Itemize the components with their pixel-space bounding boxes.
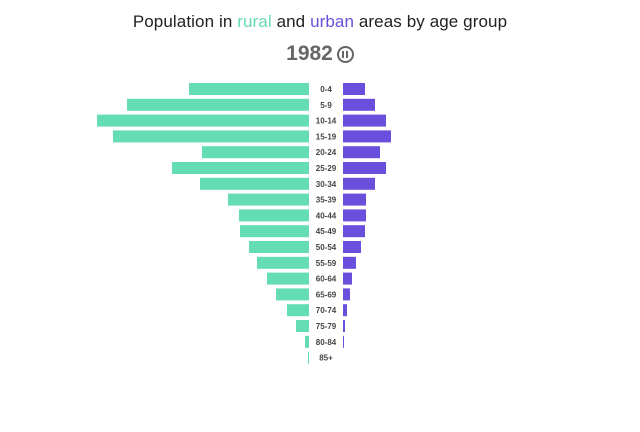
age-label-30-34: 30-34 <box>316 180 337 189</box>
age-label-15-19: 15-19 <box>316 132 337 141</box>
pause-icon <box>342 51 345 58</box>
rural-bar-40-44 <box>239 209 309 222</box>
urban-bar-45-49 <box>343 225 365 238</box>
rural-bar-55-59 <box>257 256 309 269</box>
age-label-5-9: 5-9 <box>320 101 332 110</box>
age-label-55-59: 55-59 <box>316 259 337 268</box>
rural-bar-35-39 <box>228 193 309 206</box>
urban-bar-40-44 <box>343 209 366 222</box>
urban-bar-60-64 <box>343 272 352 285</box>
rural-bar-85+ <box>308 351 309 364</box>
age-label-70-74: 70-74 <box>316 306 337 315</box>
urban-bar-80-84 <box>343 335 344 348</box>
rural-bar-0-4 <box>189 83 309 95</box>
age-label-10-14: 10-14 <box>316 117 337 126</box>
age-label-50-54: 50-54 <box>316 243 337 252</box>
age-label-0-4: 0-4 <box>320 85 332 94</box>
urban-bar-75-79 <box>343 320 345 332</box>
title-rural-legend: rural <box>237 12 272 31</box>
urban-bar-65-69 <box>343 288 350 301</box>
year-label: 1982 <box>286 42 333 65</box>
age-label-80-84: 80-84 <box>316 338 337 347</box>
age-label-45-49: 45-49 <box>316 227 337 236</box>
urban-bar-25-29 <box>343 162 386 174</box>
urban-bar-20-24 <box>343 146 380 159</box>
pause-button[interactable] <box>336 46 354 63</box>
age-label-40-44: 40-44 <box>316 211 337 220</box>
rural-bar-65-69 <box>276 288 309 301</box>
urban-bar-10-14 <box>343 114 386 127</box>
urban-bar-5-9 <box>343 98 375 111</box>
urban-bar-0-4 <box>343 83 365 95</box>
age-label-75-79: 75-79 <box>316 322 337 331</box>
rural-bar-10-14 <box>97 114 309 127</box>
pause-icon-bar <box>346 51 349 58</box>
rural-bar-75-79 <box>296 320 309 332</box>
rural-bar-20-24 <box>202 146 309 159</box>
rural-bar-50-54 <box>249 241 309 253</box>
urban-bar-70-74 <box>343 304 347 317</box>
rural-bar-45-49 <box>240 225 309 238</box>
rural-bar-60-64 <box>267 272 309 285</box>
title-suffix: areas by age group <box>354 12 508 31</box>
age-label-65-69: 65-69 <box>316 290 337 299</box>
urban-bar-15-19 <box>343 130 391 143</box>
age-label-60-64: 60-64 <box>316 275 337 284</box>
urban-bar-55-59 <box>343 256 356 269</box>
rural-bar-70-74 <box>287 304 309 317</box>
rural-bar-80-84 <box>305 335 309 348</box>
urban-bar-30-34 <box>343 177 375 190</box>
rural-bar-25-29 <box>172 162 309 174</box>
age-label-20-24: 20-24 <box>316 148 337 157</box>
age-label-35-39: 35-39 <box>316 196 337 205</box>
year-control: 1982 <box>0 42 640 66</box>
urban-bar-35-39 <box>343 193 366 206</box>
age-label-25-29: 25-29 <box>316 164 337 173</box>
urban-bar-50-54 <box>343 241 361 253</box>
chart-title: Population in rural and urban areas by a… <box>0 12 640 32</box>
title-urban-legend: urban <box>310 12 355 31</box>
title-middle: and <box>271 12 311 31</box>
rural-bar-5-9 <box>127 98 309 111</box>
title-prefix: Population in <box>132 12 238 31</box>
age-label-85+: 85+ <box>319 354 333 363</box>
rural-bar-30-34 <box>200 177 309 190</box>
rural-bar-15-19 <box>113 130 309 143</box>
